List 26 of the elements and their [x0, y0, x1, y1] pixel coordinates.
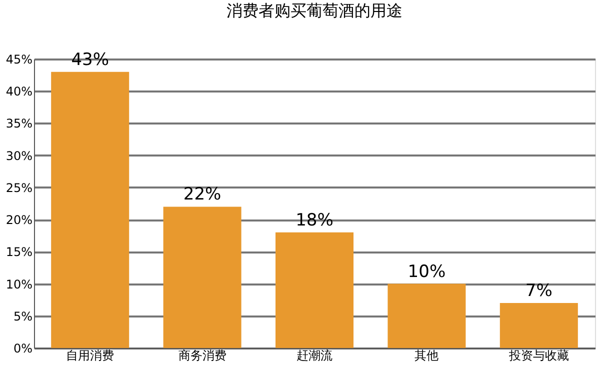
- y-tick-label: 25%: [6, 180, 32, 195]
- data-label: 22%: [183, 184, 222, 205]
- y-tick-label: 40%: [6, 84, 32, 99]
- data-label: 7%: [525, 281, 552, 302]
- y-tick-label: 5%: [13, 309, 32, 324]
- bar: [500, 303, 578, 348]
- y-tick-label: 20%: [6, 213, 32, 228]
- x-tick-label: 其他: [414, 348, 439, 362]
- x-tick-label: 自用消费: [66, 348, 114, 362]
- y-tick-label: 0%: [13, 342, 32, 356]
- data-label: 18%: [296, 210, 334, 230]
- chart-title: 消费者购买葡萄酒的用途: [226, 0, 402, 20]
- x-tick-label: 赶潮流: [296, 348, 332, 362]
- y-tick-label: 15%: [6, 245, 32, 260]
- y-tick-label: 30%: [6, 148, 32, 163]
- data-label: 43%: [71, 50, 109, 70]
- bar: [51, 72, 130, 348]
- bar: [388, 284, 466, 348]
- y-tick-label: 45%: [6, 52, 32, 66]
- x-tick-label: 投资与收藏: [508, 348, 569, 362]
- bar: [163, 206, 242, 348]
- data-label: 10%: [408, 262, 446, 282]
- y-tick-label: 10%: [6, 277, 32, 292]
- y-tick-label: 35%: [6, 116, 32, 131]
- x-tick-label: 商务消费: [178, 348, 226, 362]
- bar: [276, 232, 354, 348]
